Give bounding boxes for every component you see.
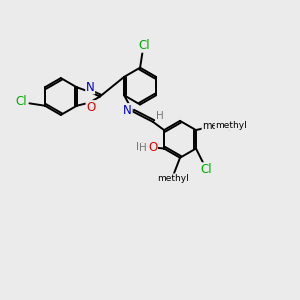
Text: N: N (123, 104, 132, 117)
Text: methyl: methyl (202, 121, 236, 131)
Text: methyl: methyl (157, 174, 188, 183)
Text: methyl: methyl (215, 122, 247, 130)
Text: Cl: Cl (138, 39, 150, 52)
Text: N: N (86, 81, 94, 94)
Text: O: O (86, 101, 95, 114)
Text: H: H (139, 143, 146, 153)
Text: H: H (156, 110, 164, 121)
Text: O: O (148, 141, 158, 154)
Text: H: H (136, 142, 144, 152)
Text: Cl: Cl (15, 95, 27, 108)
Text: Cl: Cl (200, 163, 212, 176)
